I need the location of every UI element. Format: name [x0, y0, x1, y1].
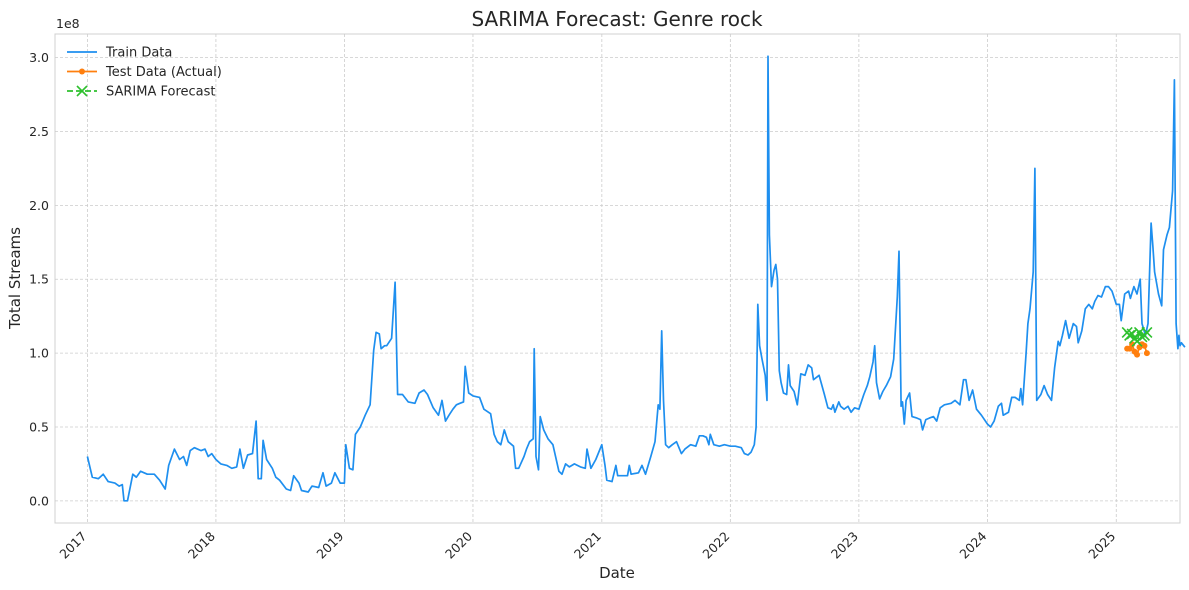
x-tick-label: 2022: [699, 529, 732, 562]
y-tick-label: 1.5: [29, 272, 49, 287]
y-tick-labels: 0.0 0.5 1.0 1.5 2.0 2.5 3.0: [29, 50, 49, 508]
y-tick-label: 1.0: [29, 346, 49, 361]
series-layer: [86, 55, 1186, 502]
grid-lines: [55, 34, 1180, 523]
legend-label-test-data-actual: Test Data (Actual): [105, 65, 222, 80]
legend-label-train-data: Train Data: [105, 46, 172, 61]
legend-marker-sarima-forecast: [76, 85, 88, 97]
x-tick-label: 2019: [313, 528, 346, 561]
plot-frame: [54, 33, 1181, 524]
y-axis-label: Total Streams: [6, 227, 24, 330]
test-data-actual-point: [1126, 345, 1133, 352]
test-data-actual-point: [1141, 342, 1148, 349]
legend: Train Data Test Data (Actual) SARIMA Forec…: [67, 46, 222, 100]
x-tick-labels: 2017 2018 2019 2020 2021 2022 2023 2024 2025: [56, 528, 1118, 561]
y-tick-label: 0.0: [29, 493, 49, 508]
sarima-forecast-point-stroke: [1126, 328, 1138, 340]
x-tick-label: 2024: [956, 528, 989, 561]
x-tick-label: 2018: [185, 528, 218, 561]
y-tick-label: 2.0: [29, 198, 49, 213]
x-axis-label: Date: [599, 564, 635, 582]
y-tick-label: 2.5: [29, 124, 49, 139]
chart-title: SARIMA Forecast: Genre rock: [471, 7, 763, 31]
train-data-line: [86, 55, 1186, 502]
sarima-forecast-point-stroke: [1141, 326, 1153, 338]
legend-marker-test-data-actual: [79, 68, 85, 75]
sarima-forecast-point: [1141, 326, 1153, 338]
plot-area: [54, 33, 1186, 524]
test-data-actual-point: [1143, 350, 1150, 357]
x-tick-label: 2025: [1085, 529, 1118, 562]
x-tick-label: 2023: [828, 529, 861, 562]
y-tick-label: 0.5: [29, 419, 49, 434]
legend-label-sarima-forecast: SARIMA Forecast: [106, 85, 216, 100]
legend-marker-sarima-forecast-stroke: [76, 85, 88, 97]
y-tick-label: 3.0: [29, 50, 49, 65]
test-data-actual-point: [1134, 351, 1141, 358]
y-offset-label: 1e8: [56, 16, 80, 31]
x-tick-label: 2020: [442, 528, 475, 561]
x-tick-label: 2021: [571, 529, 604, 562]
x-tick-label: 2017: [56, 529, 89, 562]
